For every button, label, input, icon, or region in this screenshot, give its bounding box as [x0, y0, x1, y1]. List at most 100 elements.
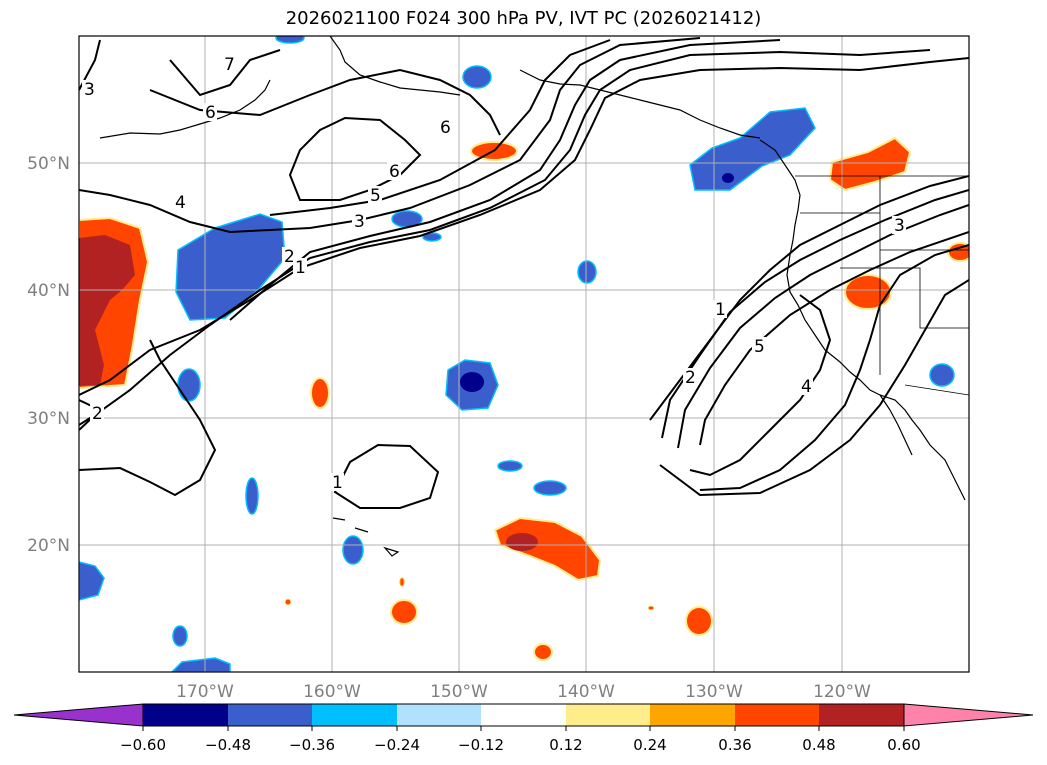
positive-anomaly-areas: [79, 136, 969, 661]
colorbar-tick-label: 0.48: [802, 736, 835, 754]
pos-blob-hawaii-ne: [493, 516, 602, 582]
colorbar-tick-label: −0.48: [205, 736, 251, 754]
neg-blob-small-9: [929, 363, 955, 387]
colorbar-bin: [819, 704, 904, 726]
colorbar-bin: [397, 704, 481, 726]
borders: [795, 175, 969, 396]
coast-hawaii: [332, 517, 400, 557]
pos-blob-small-b: [390, 599, 418, 625]
colorbar-tick-label: −0.12: [458, 736, 504, 754]
contour-5-north: [269, 39, 611, 216]
colorbar-tick-label: 0.36: [718, 736, 751, 754]
contour-4-north: [79, 37, 701, 234]
latitude-labels: 50°N 40°N 30°N 20°N: [27, 154, 70, 556]
neg-blob-small-7: [497, 460, 523, 472]
contour-6-loop: [288, 116, 422, 201]
colorbar-bin: [228, 704, 312, 726]
contour-label: 2: [685, 368, 696, 388]
contour-label: 3: [84, 80, 95, 100]
colorbar-bin: [650, 704, 735, 726]
pos-blob-west-core: [79, 235, 135, 386]
colorbar-bin: [481, 704, 566, 726]
contour-4-south: [79, 339, 217, 497]
pos-blob-small-g: [647, 605, 655, 611]
neg-blob-small-6: [342, 535, 364, 565]
contour-east-3: [677, 204, 969, 449]
neg-blob-south: [170, 657, 231, 672]
contour-7: [169, 49, 281, 97]
graticule: [79, 36, 969, 672]
colorbar-tick-label: 0.12: [549, 736, 582, 754]
colorbar-tick-label: −0.24: [374, 736, 420, 754]
pos-blob-small-f: [284, 598, 292, 606]
contour-label: 5: [754, 337, 765, 357]
contour-east-6: [699, 244, 969, 491]
colorbar-extension-right: [903, 703, 1034, 727]
contour-label: 4: [801, 377, 812, 397]
negative-anomaly-areas: [79, 36, 955, 672]
coast-alaska: [329, 36, 761, 139]
lat-label: 40°N: [27, 281, 70, 301]
coast-north-america: [759, 139, 966, 501]
contour-label: 3: [354, 212, 365, 232]
colorbar-bin: [566, 704, 650, 726]
lon-label: 170°W: [176, 682, 234, 702]
colorbar-tick-label: −0.60: [120, 736, 166, 754]
neg-blob-small-10: [172, 625, 188, 647]
pos-blob-nw-us: [828, 136, 912, 192]
pv-contours: [79, 37, 969, 509]
neg-blob-aleutian-east: [175, 213, 286, 321]
contour-1-loop: [333, 443, 440, 509]
lon-label: 130°W: [685, 682, 743, 702]
coastlines: [99, 36, 966, 557]
colorbar-tick-label: −0.36: [289, 736, 335, 754]
pos-blob-small-c: [685, 606, 713, 636]
colorbar-bin: [143, 704, 228, 726]
lon-label: 120°W: [813, 682, 871, 702]
lon-label: 160°W: [303, 682, 361, 702]
contour-label: 3: [894, 216, 905, 236]
neg-blob-central-core: [460, 372, 484, 392]
lat-label: 30°N: [27, 409, 70, 429]
neg-blob-small-3: [577, 260, 597, 284]
colorbar: −0.60 −0.48 −0.36 −0.24 −0.12 0.12 0.24 …: [13, 703, 1034, 754]
contour-east-2: [661, 189, 969, 439]
pos-blob-small-a: [310, 377, 330, 409]
contour-label: 2: [92, 404, 103, 424]
contour-label: 7: [224, 55, 235, 75]
coast-aleutians: [99, 79, 271, 139]
contour-6-line: [149, 68, 501, 136]
pos-blob-small-e: [399, 577, 405, 587]
contour-east-4: [699, 231, 969, 446]
lat-label: 20°N: [27, 536, 70, 556]
contour-label: 1: [295, 258, 306, 278]
contour-east-5: [689, 294, 832, 477]
lat-label: 50°N: [27, 154, 70, 174]
neg-blob-small-8: [533, 480, 567, 496]
contour-label: 6: [389, 162, 400, 182]
contour-east-7: [659, 279, 969, 497]
contour-label: 6: [205, 103, 216, 123]
neg-blob-bc-coast: [689, 107, 816, 191]
lon-label: 150°W: [430, 682, 488, 702]
contour-labels: 2 1 3 5 6 6 6 4 7 3 2 1 1 2: [82, 55, 906, 493]
contour-label: 1: [332, 473, 343, 493]
longitude-labels: 170°W 160°W 150°W 140°W 130°W 120°W: [176, 682, 871, 702]
neg-blob-small-4: [177, 368, 201, 402]
colorbar-tick-label: 0.24: [633, 736, 666, 754]
neg-blob-small-5: [245, 477, 259, 515]
neg-blob-small-2: [422, 232, 442, 242]
contour-2-north: [79, 49, 931, 431]
neg-blob-top: [275, 36, 305, 44]
colorbar-bin: [735, 704, 819, 726]
neg-blob-bc-core: [722, 173, 734, 183]
neg-blob-southwest: [79, 561, 105, 601]
map-title: 2026021100 F024 300 hPa PV, IVT PC (2026…: [285, 8, 762, 29]
pos-blob-small-d: [533, 643, 553, 661]
colorbar-tick-marks: [142, 726, 905, 731]
contour-3-north: [229, 39, 781, 321]
map-frame: [78, 35, 970, 673]
pos-blob-hawaii-core: [506, 533, 538, 551]
contour-label: 4: [175, 193, 186, 213]
